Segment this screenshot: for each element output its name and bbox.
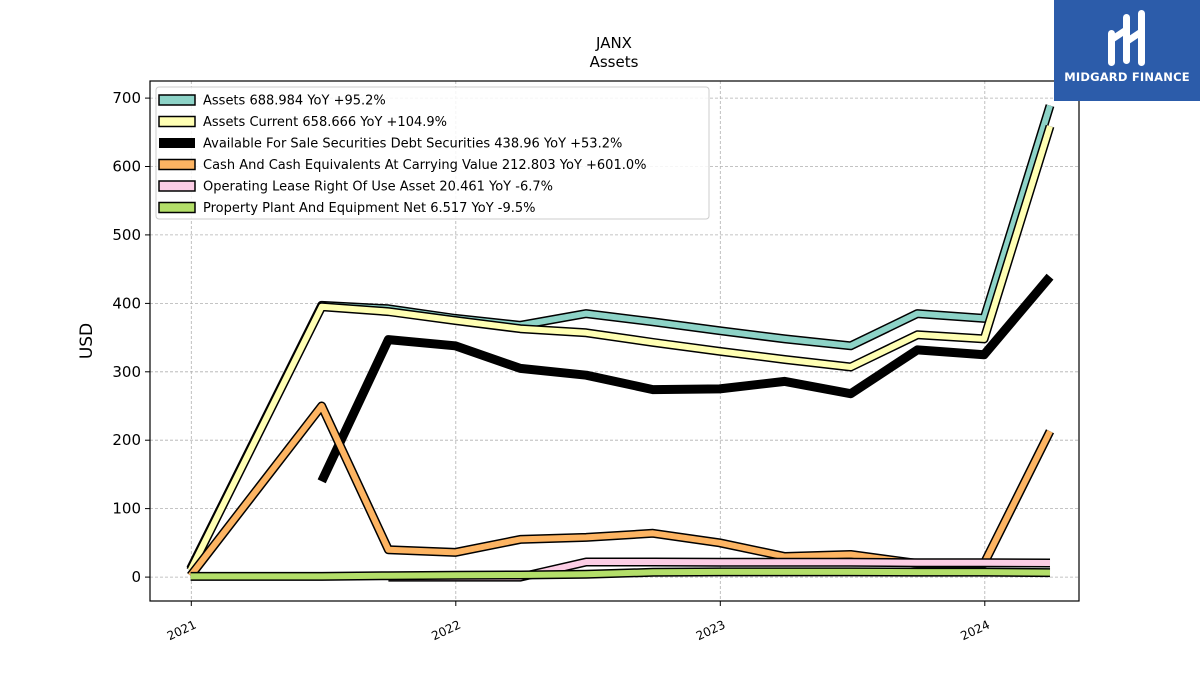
legend-label: Property Plant And Equipment Net 6.517 Y… [203,201,536,216]
y-tick-label: 300 [112,363,141,381]
y-axis-label: USD [77,323,97,359]
legend-item: Property Plant And Equipment Net 6.517 Y… [158,201,536,216]
x-tick-label: 2021 [165,618,199,644]
legend-item: Available For Sale Securities Debt Secur… [159,137,622,152]
series-1 [186,124,1055,573]
series-line-outline [187,401,1055,579]
legend-label: Available For Sale Securities Debt Secur… [203,137,622,152]
brand-name: MIDGARD FINANCE [1064,70,1190,84]
legend-swatch [158,115,196,128]
legend-swatch [158,180,196,192]
legend-swatch [158,158,196,171]
y-tick-label: 600 [112,158,141,176]
series-2 [317,273,1054,484]
legend-label: Cash And Cash Equivalents At Carrying Va… [203,158,646,173]
x-tick-label: 2024 [958,618,992,644]
legend-item: Assets 688.984 YoY +95.2% [158,94,386,109]
legend-label: Assets 688.984 YoY +95.2% [203,94,386,109]
plot-frame [149,80,1080,602]
series-5 [190,567,1051,581]
x-tick-label: 2023 [694,618,728,644]
legend-swatch [158,201,196,214]
series-line [188,403,1053,578]
x-tick-label: 2022 [429,618,463,644]
legend-swatch [159,138,195,148]
y-tick-label: 700 [112,89,141,107]
legend-label: Assets Current 658.666 YoY +104.9% [203,115,447,130]
y-tick-label: 0 [131,568,141,586]
legend: Assets 688.984 YoY +95.2% Assets Current … [155,86,710,220]
brand-logo: MIDGARD FINANCE [1054,0,1200,101]
chart-subtitle: Assets [590,53,639,71]
series-line [190,568,1051,580]
y-tick-label: 500 [112,226,141,244]
chart-title: JANX [595,34,632,52]
legend-item: Assets Current 658.666 YoY +104.9% [158,115,447,130]
series-3 [187,401,1055,579]
legend-box [155,86,710,220]
series-line [187,125,1053,572]
series-line [317,273,1054,484]
y-tick-label: 200 [112,431,141,449]
y-tick-label: 400 [112,294,141,312]
series-lines [186,104,1055,582]
legend-item: Operating Lease Right Of Use Asset 20.46… [158,180,553,195]
legend-swatch [158,94,196,106]
brand-mark-icon [1108,10,1145,66]
legend-item: Cash And Cash Equivalents At Carrying Va… [158,158,646,173]
legend-label: Operating Lease Right Of Use Asset 20.46… [203,180,553,195]
y-tick-label: 100 [112,500,141,518]
